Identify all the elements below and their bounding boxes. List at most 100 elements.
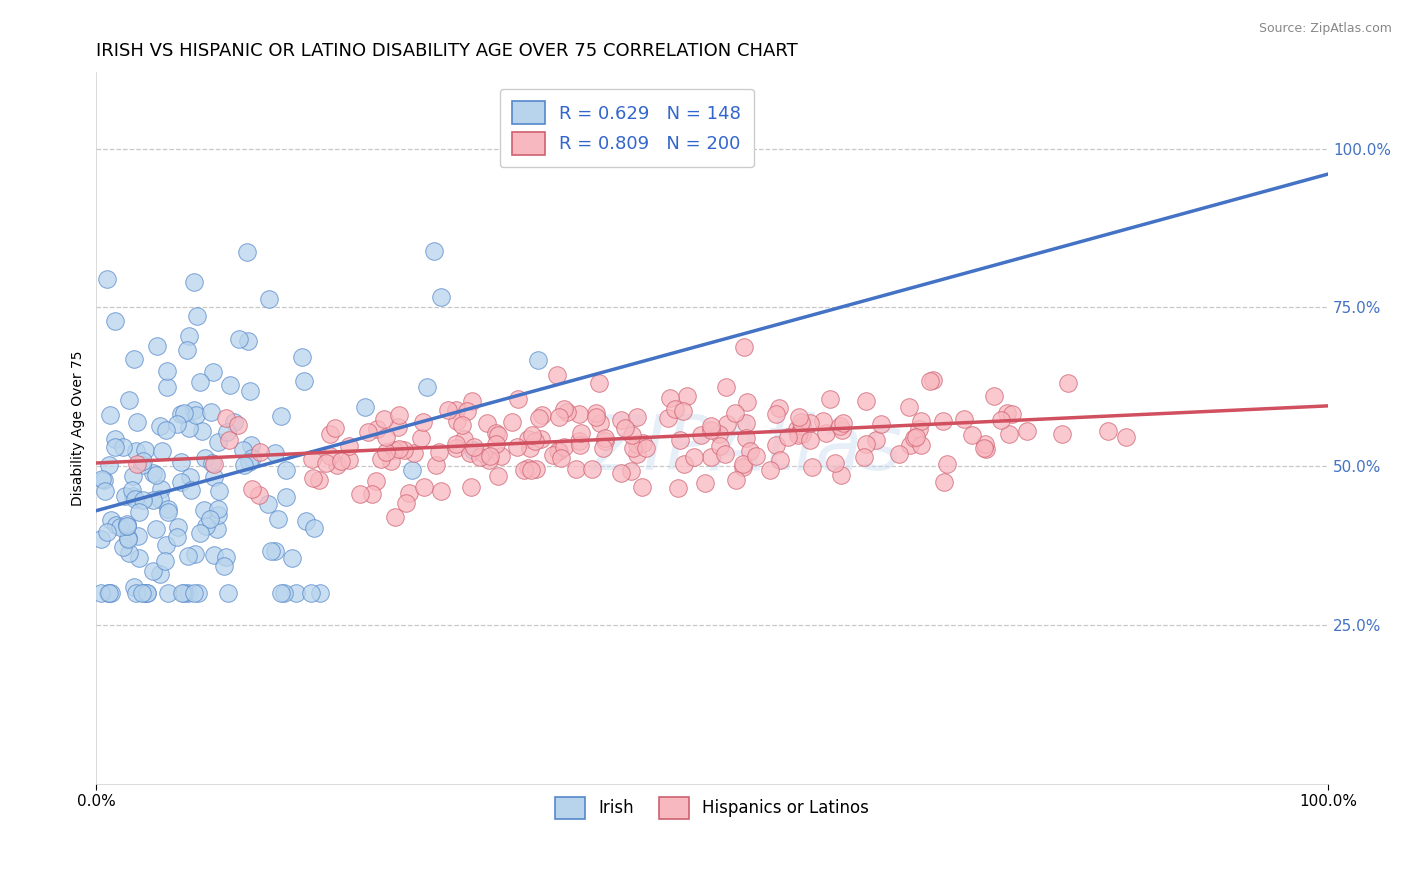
Point bbox=[429, 290, 451, 304]
Point bbox=[193, 503, 215, 517]
Point bbox=[239, 438, 262, 452]
Point bbox=[291, 350, 314, 364]
Point bbox=[114, 490, 136, 504]
Point bbox=[870, 417, 893, 431]
Point bbox=[461, 393, 484, 408]
Point bbox=[267, 512, 290, 526]
Point bbox=[357, 425, 380, 439]
Point bbox=[115, 519, 138, 533]
Point bbox=[520, 462, 543, 476]
Point bbox=[907, 422, 929, 436]
Point bbox=[122, 468, 145, 483]
Point bbox=[205, 522, 228, 536]
Point bbox=[186, 310, 208, 324]
Point bbox=[790, 419, 813, 434]
Point bbox=[97, 586, 120, 600]
Point bbox=[472, 445, 495, 459]
Point bbox=[207, 501, 229, 516]
Point bbox=[337, 439, 360, 453]
Point bbox=[187, 586, 209, 600]
Point bbox=[167, 519, 190, 533]
Point bbox=[422, 244, 444, 259]
Point bbox=[90, 532, 112, 546]
Point bbox=[800, 460, 823, 475]
Point bbox=[458, 445, 481, 459]
Point bbox=[173, 586, 195, 600]
Point bbox=[194, 451, 217, 466]
Point bbox=[631, 480, 654, 494]
Point bbox=[188, 526, 211, 541]
Point bbox=[118, 392, 141, 407]
Point bbox=[626, 447, 648, 461]
Point bbox=[249, 444, 271, 458]
Point bbox=[974, 442, 997, 457]
Point bbox=[125, 444, 148, 458]
Point bbox=[134, 443, 156, 458]
Point bbox=[1097, 424, 1119, 438]
Point bbox=[111, 440, 134, 454]
Point bbox=[666, 482, 689, 496]
Text: Atlas: Atlas bbox=[713, 412, 903, 486]
Point bbox=[436, 403, 458, 417]
Point bbox=[855, 394, 877, 409]
Point bbox=[932, 475, 955, 490]
Point bbox=[831, 423, 853, 437]
Point bbox=[815, 425, 838, 440]
Point bbox=[128, 505, 150, 519]
Point bbox=[524, 462, 547, 476]
Point bbox=[157, 502, 180, 516]
Point bbox=[527, 411, 550, 425]
Point bbox=[716, 417, 738, 431]
Point bbox=[910, 414, 932, 428]
Point bbox=[98, 408, 121, 422]
Point bbox=[820, 392, 842, 407]
Point bbox=[308, 473, 330, 487]
Point bbox=[553, 402, 575, 417]
Point bbox=[284, 586, 307, 600]
Point bbox=[824, 456, 846, 470]
Point bbox=[765, 408, 787, 422]
Point bbox=[411, 431, 433, 445]
Point bbox=[592, 441, 614, 455]
Point bbox=[550, 451, 572, 466]
Point bbox=[786, 422, 808, 436]
Point bbox=[920, 374, 942, 388]
Point bbox=[620, 464, 643, 478]
Point bbox=[932, 414, 955, 428]
Point bbox=[330, 454, 353, 468]
Point bbox=[828, 418, 851, 433]
Point bbox=[380, 453, 402, 467]
Point bbox=[898, 438, 921, 452]
Point bbox=[523, 434, 546, 449]
Point bbox=[787, 426, 810, 441]
Point bbox=[517, 432, 540, 446]
Point bbox=[790, 415, 813, 429]
Point bbox=[921, 373, 943, 387]
Point bbox=[787, 428, 810, 442]
Point bbox=[281, 550, 304, 565]
Point bbox=[239, 384, 262, 398]
Point bbox=[228, 332, 250, 346]
Point bbox=[830, 467, 852, 482]
Point bbox=[626, 437, 648, 451]
Point bbox=[224, 415, 246, 429]
Point bbox=[768, 401, 790, 415]
Point bbox=[117, 532, 139, 546]
Point bbox=[478, 449, 501, 463]
Point bbox=[501, 416, 523, 430]
Point bbox=[149, 419, 172, 434]
Point bbox=[659, 392, 682, 406]
Point bbox=[157, 586, 180, 600]
Point bbox=[214, 550, 236, 565]
Point bbox=[127, 529, 149, 543]
Point bbox=[865, 433, 887, 447]
Point bbox=[460, 480, 482, 494]
Point bbox=[274, 463, 297, 477]
Point bbox=[170, 455, 193, 469]
Point bbox=[302, 521, 325, 535]
Point bbox=[519, 441, 541, 455]
Point bbox=[699, 423, 721, 437]
Point bbox=[207, 508, 229, 522]
Point bbox=[709, 440, 731, 454]
Point bbox=[100, 586, 122, 600]
